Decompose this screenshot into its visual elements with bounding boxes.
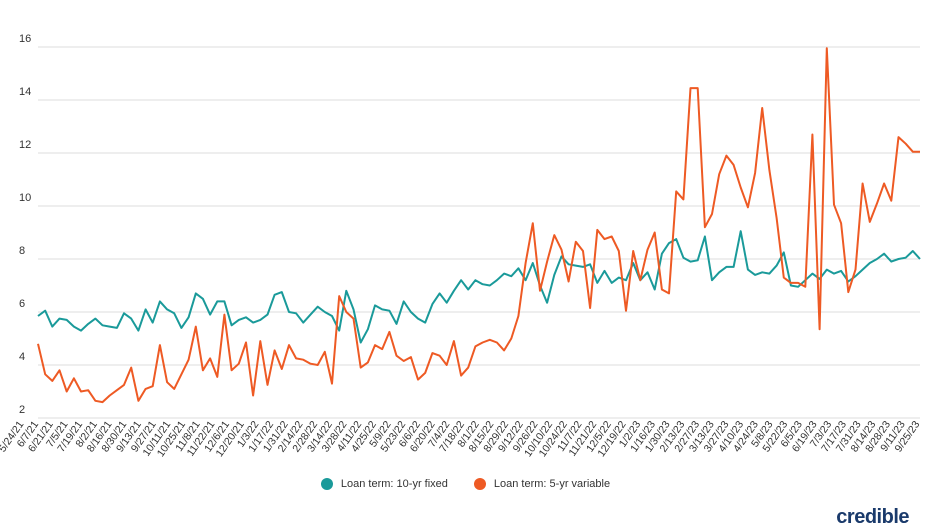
x-axis-ticks: 5/24/216/7/216/21/217/5/217/19/218/2/218… [0,419,923,459]
series-lines [37,47,921,404]
line-chart: 2 4 6 8 10 12 14 16 5/24/216/7/216/21/217/5/217… [0,33,923,459]
y-tick-label: 6 [19,298,25,310]
y-tick-label: 14 [19,86,31,98]
legend-item-10yr-fixed[interactable]: Loan term: 10-yr fixed [320,478,448,490]
credible-logo: credible [836,506,909,528]
y-tick-label: 2 [19,404,25,416]
y-tick-label: 8 [19,245,25,257]
series-line-10yr-fixed [37,230,921,344]
legend-swatch-10yr-fixed [320,478,333,490]
y-tick-label: 4 [19,351,25,363]
legend: Loan term: 10-yr fixed Loan term: 5-yr v… [0,478,931,490]
series-line-5yr-variable [37,47,920,404]
y-tick-label: 16 [19,33,31,45]
legend-label-5yr-variable: Loan term: 5-yr variable [493,478,611,490]
y-tick-label: 10 [19,192,31,204]
y-axis-ticks: 2 4 6 8 10 12 14 16 [19,33,31,416]
legend-swatch-5yr-variable [473,478,486,490]
legend-label-10yr-fixed: Loan term: 10-yr fixed [340,478,448,490]
gridlines [38,46,920,419]
y-tick-label: 12 [19,139,31,151]
legend-item-5yr-variable[interactable]: Loan term: 5-yr variable [473,478,611,490]
